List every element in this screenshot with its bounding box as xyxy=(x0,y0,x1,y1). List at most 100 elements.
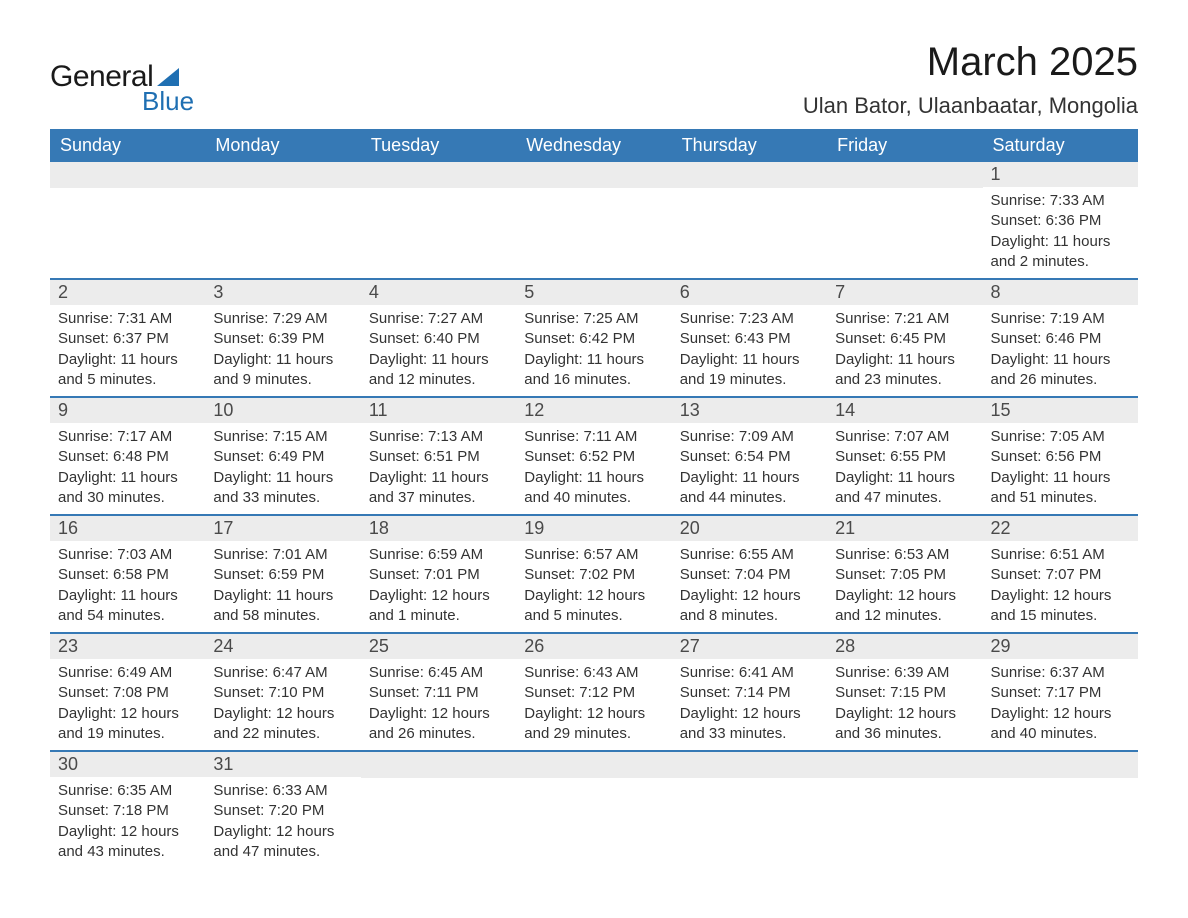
day-daylight2: and 47 minutes. xyxy=(835,488,974,508)
day-sunrise: Sunrise: 7:05 AM xyxy=(991,427,1130,447)
empty-day-bar xyxy=(205,162,360,188)
day-daylight1: Daylight: 12 hours xyxy=(369,704,508,724)
day-daylight1: Daylight: 11 hours xyxy=(369,468,508,488)
day-daylight2: and 29 minutes. xyxy=(524,724,663,744)
day-content: Sunrise: 7:15 AMSunset: 6:49 PMDaylight:… xyxy=(205,423,360,514)
weekday-header: Sunday xyxy=(50,129,205,162)
day-content: Sunrise: 6:45 AMSunset: 7:11 PMDaylight:… xyxy=(361,659,516,750)
weekday-header-row: Sunday Monday Tuesday Wednesday Thursday… xyxy=(50,129,1138,162)
day-cell: 1Sunrise: 7:33 AMSunset: 6:36 PMDaylight… xyxy=(983,162,1138,278)
day-sunset: Sunset: 6:43 PM xyxy=(680,329,819,349)
day-daylight1: Daylight: 12 hours xyxy=(835,704,974,724)
day-number: 9 xyxy=(50,398,205,423)
day-daylight1: Daylight: 11 hours xyxy=(991,468,1130,488)
day-cell: 2Sunrise: 7:31 AMSunset: 6:37 PMDaylight… xyxy=(50,280,205,396)
day-cell: 18Sunrise: 6:59 AMSunset: 7:01 PMDayligh… xyxy=(361,516,516,632)
day-sunset: Sunset: 6:42 PM xyxy=(524,329,663,349)
day-cell: 19Sunrise: 6:57 AMSunset: 7:02 PMDayligh… xyxy=(516,516,671,632)
day-daylight1: Daylight: 11 hours xyxy=(680,350,819,370)
day-number: 15 xyxy=(983,398,1138,423)
day-sunrise: Sunrise: 7:15 AM xyxy=(213,427,352,447)
weekday-header: Friday xyxy=(827,129,982,162)
day-content: Sunrise: 7:03 AMSunset: 6:58 PMDaylight:… xyxy=(50,541,205,632)
day-sunrise: Sunrise: 7:11 AM xyxy=(524,427,663,447)
day-content: Sunrise: 7:23 AMSunset: 6:43 PMDaylight:… xyxy=(672,305,827,396)
day-content: Sunrise: 7:09 AMSunset: 6:54 PMDaylight:… xyxy=(672,423,827,514)
day-cell xyxy=(672,162,827,278)
day-content: Sunrise: 6:33 AMSunset: 7:20 PMDaylight:… xyxy=(205,777,360,868)
week-row: 23Sunrise: 6:49 AMSunset: 7:08 PMDayligh… xyxy=(50,634,1138,752)
day-sunset: Sunset: 6:39 PM xyxy=(213,329,352,349)
day-daylight1: Daylight: 12 hours xyxy=(991,704,1130,724)
day-daylight2: and 23 minutes. xyxy=(835,370,974,390)
day-sunrise: Sunrise: 6:33 AM xyxy=(213,781,352,801)
day-sunset: Sunset: 7:04 PM xyxy=(680,565,819,585)
day-content: Sunrise: 6:35 AMSunset: 7:18 PMDaylight:… xyxy=(50,777,205,868)
day-cell: 29Sunrise: 6:37 AMSunset: 7:17 PMDayligh… xyxy=(983,634,1138,750)
day-daylight1: Daylight: 12 hours xyxy=(680,586,819,606)
day-daylight1: Daylight: 11 hours xyxy=(680,468,819,488)
day-sunrise: Sunrise: 7:17 AM xyxy=(58,427,197,447)
day-sunrise: Sunrise: 6:59 AM xyxy=(369,545,508,565)
day-number: 29 xyxy=(983,634,1138,659)
day-daylight1: Daylight: 11 hours xyxy=(213,350,352,370)
day-daylight1: Daylight: 11 hours xyxy=(835,468,974,488)
empty-day-bar xyxy=(361,752,516,778)
day-sunrise: Sunrise: 6:53 AM xyxy=(835,545,974,565)
day-cell: 3Sunrise: 7:29 AMSunset: 6:39 PMDaylight… xyxy=(205,280,360,396)
day-cell xyxy=(361,752,516,868)
day-sunset: Sunset: 7:11 PM xyxy=(369,683,508,703)
day-content: Sunrise: 7:25 AMSunset: 6:42 PMDaylight:… xyxy=(516,305,671,396)
day-daylight1: Daylight: 11 hours xyxy=(58,468,197,488)
day-sunset: Sunset: 7:18 PM xyxy=(58,801,197,821)
day-sunrise: Sunrise: 6:55 AM xyxy=(680,545,819,565)
empty-day-bar xyxy=(50,162,205,188)
empty-day-bar xyxy=(516,162,671,188)
day-sunrise: Sunrise: 7:31 AM xyxy=(58,309,197,329)
day-sunrise: Sunrise: 7:25 AM xyxy=(524,309,663,329)
day-daylight1: Daylight: 12 hours xyxy=(213,822,352,842)
day-sunrise: Sunrise: 6:51 AM xyxy=(991,545,1130,565)
day-sunset: Sunset: 7:07 PM xyxy=(991,565,1130,585)
day-daylight2: and 33 minutes. xyxy=(680,724,819,744)
day-cell: 24Sunrise: 6:47 AMSunset: 7:10 PMDayligh… xyxy=(205,634,360,750)
day-daylight2: and 47 minutes. xyxy=(213,842,352,862)
day-sunset: Sunset: 7:15 PM xyxy=(835,683,974,703)
week-row: 2Sunrise: 7:31 AMSunset: 6:37 PMDaylight… xyxy=(50,280,1138,398)
day-content: Sunrise: 7:31 AMSunset: 6:37 PMDaylight:… xyxy=(50,305,205,396)
day-content: Sunrise: 6:47 AMSunset: 7:10 PMDaylight:… xyxy=(205,659,360,750)
day-sunrise: Sunrise: 6:57 AM xyxy=(524,545,663,565)
day-cell: 8Sunrise: 7:19 AMSunset: 6:46 PMDaylight… xyxy=(983,280,1138,396)
day-sunrise: Sunrise: 6:39 AM xyxy=(835,663,974,683)
day-number: 30 xyxy=(50,752,205,777)
brand-logo: General Blue xyxy=(50,60,194,117)
day-cell: 6Sunrise: 7:23 AMSunset: 6:43 PMDaylight… xyxy=(672,280,827,396)
location-subtitle: Ulan Bator, Ulaanbaatar, Mongolia xyxy=(803,93,1138,119)
day-sunrise: Sunrise: 7:19 AM xyxy=(991,309,1130,329)
day-number: 3 xyxy=(205,280,360,305)
day-cell: 14Sunrise: 7:07 AMSunset: 6:55 PMDayligh… xyxy=(827,398,982,514)
day-daylight2: and 1 minute. xyxy=(369,606,508,626)
day-sunrise: Sunrise: 6:47 AM xyxy=(213,663,352,683)
day-sunrise: Sunrise: 7:03 AM xyxy=(58,545,197,565)
month-title: March 2025 xyxy=(803,40,1138,85)
day-daylight1: Daylight: 12 hours xyxy=(58,704,197,724)
day-sunset: Sunset: 6:48 PM xyxy=(58,447,197,467)
week-row: 16Sunrise: 7:03 AMSunset: 6:58 PMDayligh… xyxy=(50,516,1138,634)
day-cell: 15 Sunrise: 7:05 AMSunset: 6:56 PMDayligh… xyxy=(983,398,1138,514)
day-daylight1: Daylight: 11 hours xyxy=(213,468,352,488)
day-sunset: Sunset: 6:45 PM xyxy=(835,329,974,349)
day-daylight2: and 12 minutes. xyxy=(369,370,508,390)
weekday-header: Monday xyxy=(205,129,360,162)
day-sunset: Sunset: 7:02 PM xyxy=(524,565,663,585)
brand-triangle-icon xyxy=(157,68,179,86)
day-daylight2: and 5 minutes. xyxy=(58,370,197,390)
day-number: 5 xyxy=(516,280,671,305)
day-sunset: Sunset: 6:56 PM xyxy=(991,447,1130,467)
calendar: Sunday Monday Tuesday Wednesday Thursday… xyxy=(50,129,1138,868)
day-sunrise: Sunrise: 6:45 AM xyxy=(369,663,508,683)
day-sunset: Sunset: 6:58 PM xyxy=(58,565,197,585)
day-daylight2: and 12 minutes. xyxy=(835,606,974,626)
day-content: Sunrise: 7:19 AMSunset: 6:46 PMDaylight:… xyxy=(983,305,1138,396)
day-sunset: Sunset: 7:17 PM xyxy=(991,683,1130,703)
